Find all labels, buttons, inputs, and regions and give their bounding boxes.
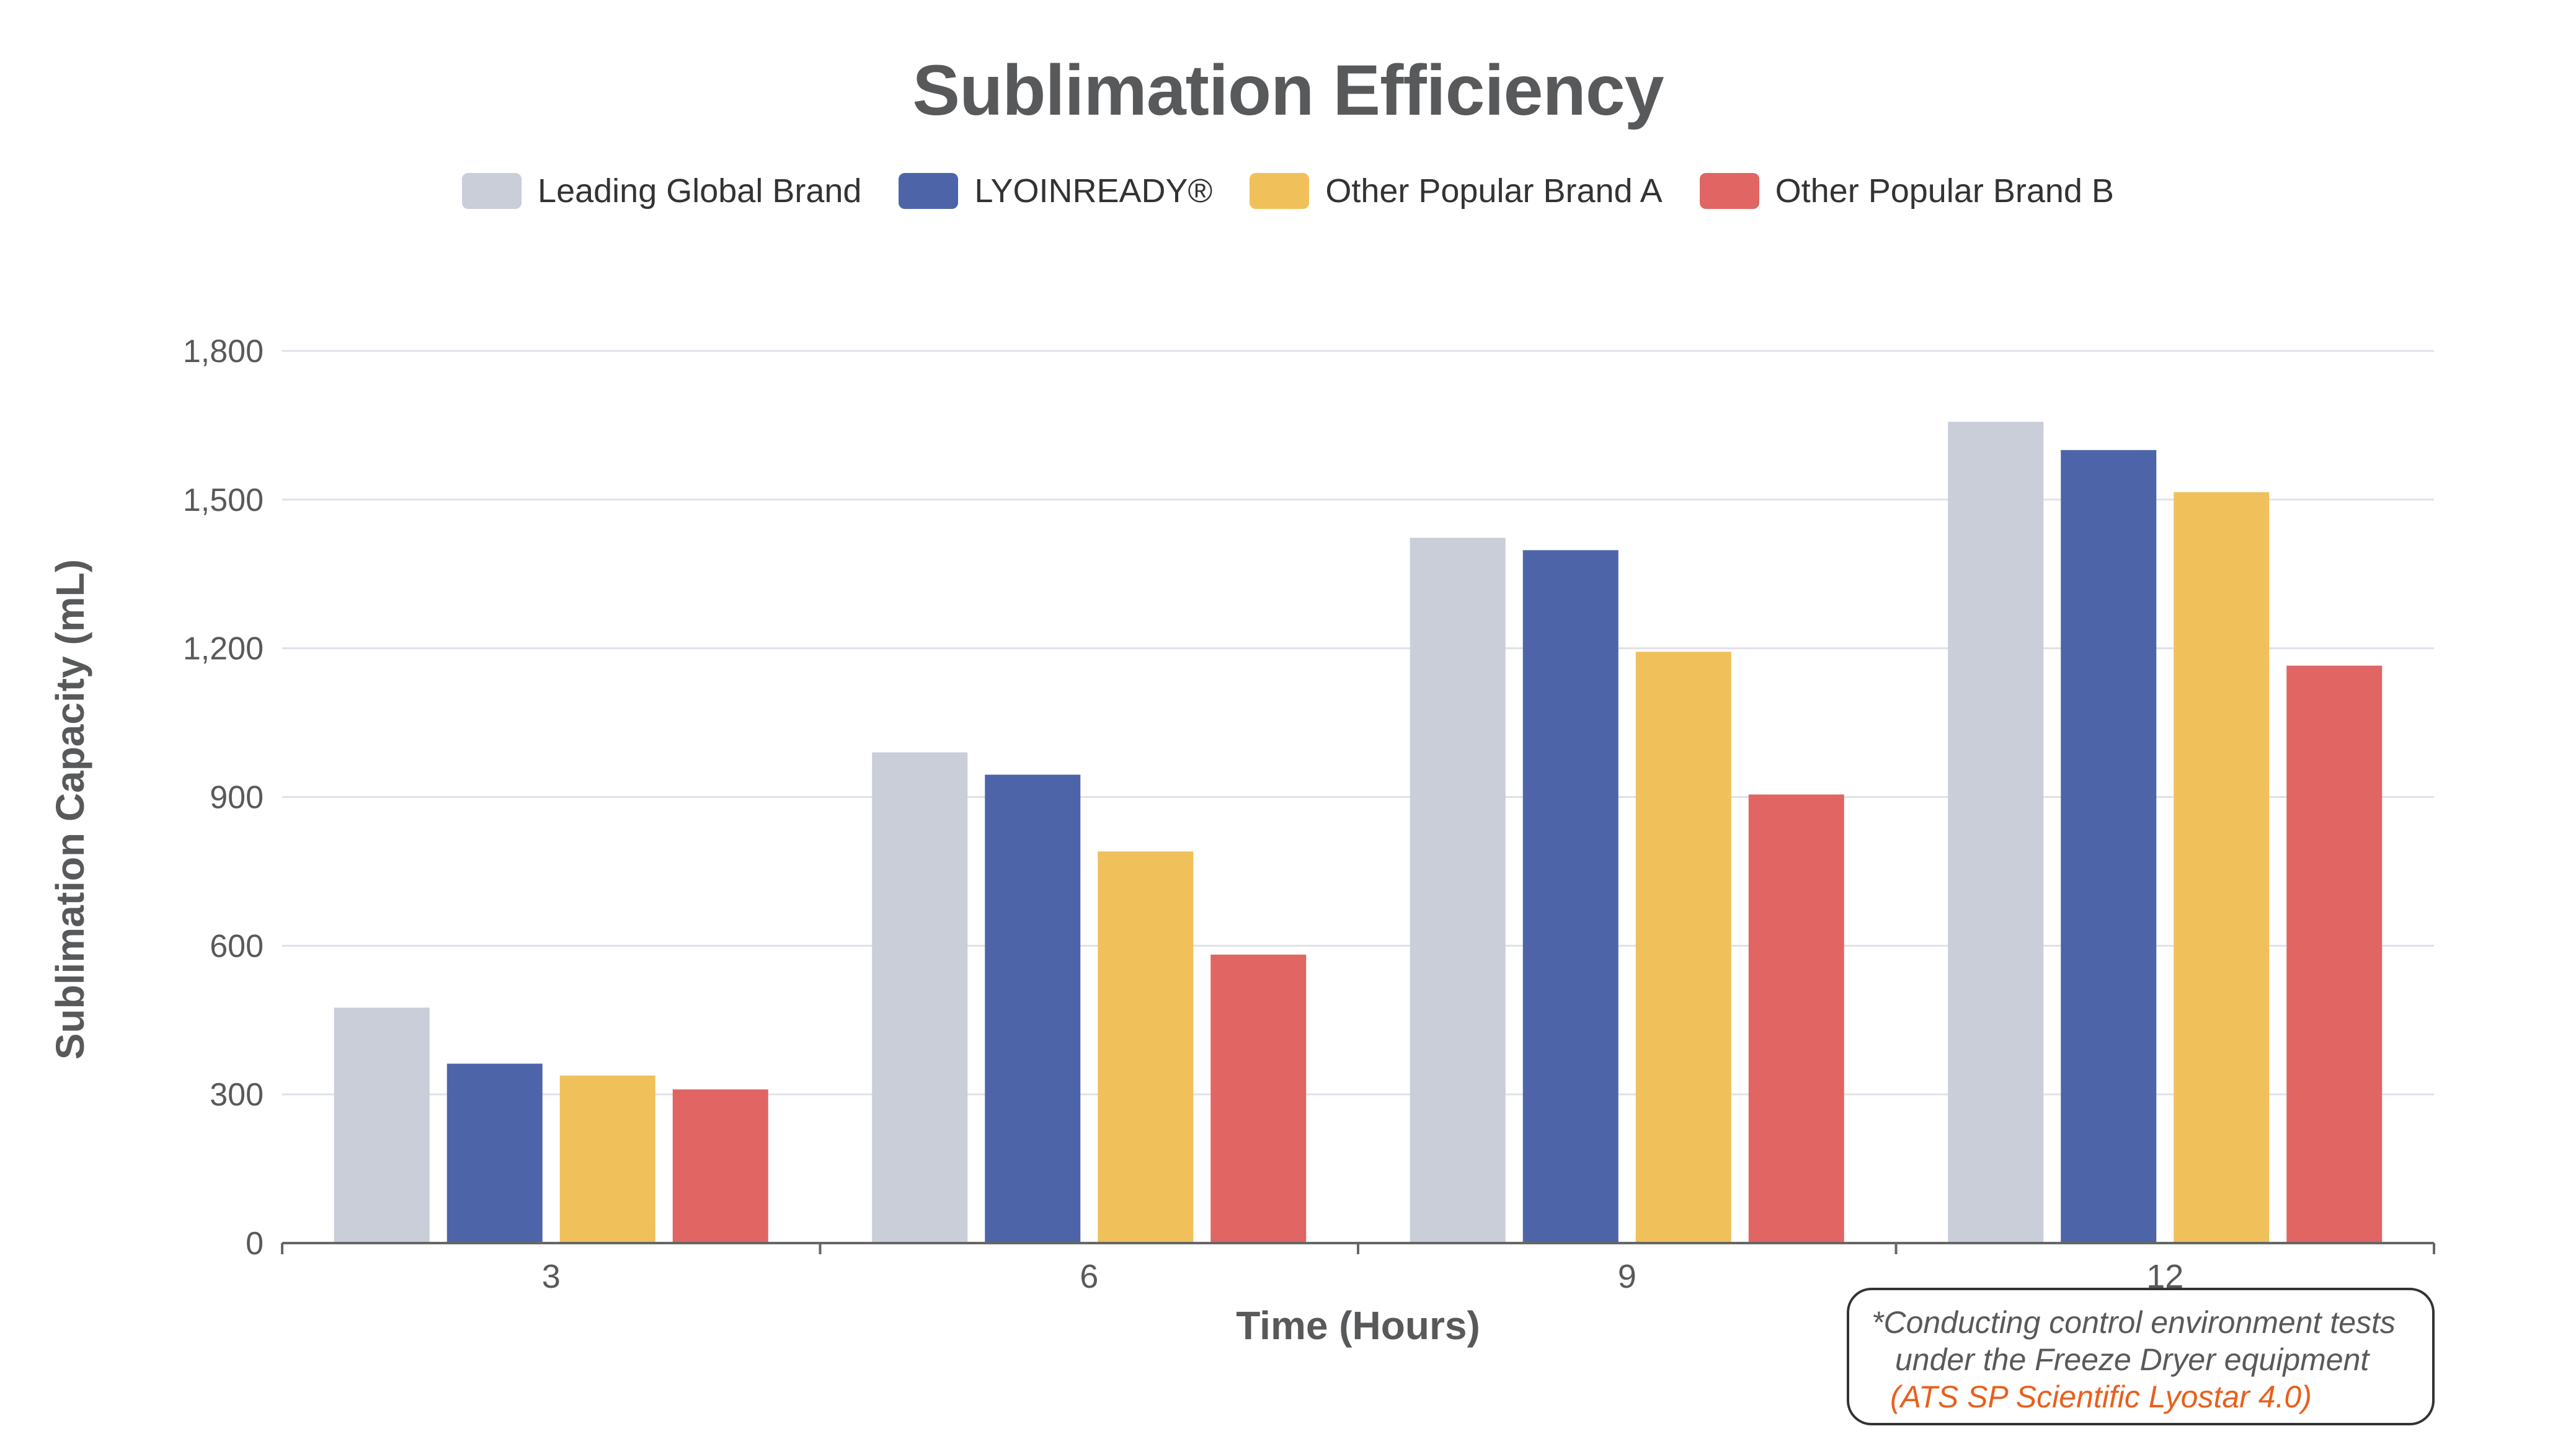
y-tick-label: 1,500	[183, 482, 264, 518]
y-tick-label: 600	[210, 928, 264, 964]
bar	[1748, 794, 1844, 1243]
chart-title: Sublimation Efficiency	[912, 51, 1664, 130]
bar	[1522, 550, 1619, 1243]
x-axis-title: Time (Hours)	[1236, 1303, 1480, 1348]
bar	[1635, 652, 1731, 1243]
bar	[2286, 665, 2383, 1243]
y-tick-label: 0	[246, 1226, 264, 1262]
legend-label: Leading Global Brand	[538, 172, 862, 210]
y-tick-label: 1,200	[183, 631, 264, 667]
note-line: *Conducting control environment tests	[1872, 1305, 2396, 1340]
bar	[334, 1007, 430, 1243]
bar	[1948, 422, 2044, 1243]
bar	[446, 1063, 543, 1243]
bar	[672, 1089, 768, 1243]
legend-item-other-popular-brand-b[interactable]: Other Popular Brand B	[1699, 172, 2114, 210]
y-axis-title: Sublimation Capacity (mL)	[48, 559, 92, 1060]
legend-swatch	[1699, 173, 1759, 209]
y-tick-label: 900	[210, 780, 264, 816]
legend-swatch	[1250, 173, 1310, 209]
legend-item-lyoinready[interactable]: LYOINREADY®	[899, 172, 1212, 210]
bar	[872, 752, 968, 1243]
test-conditions-note: *Conducting control environment tests un…	[1847, 1288, 2435, 1425]
bar	[1098, 851, 1194, 1243]
x-tick-label: 6	[1080, 1258, 1098, 1295]
bar	[2174, 492, 2270, 1243]
legend-item-other-popular-brand-a[interactable]: Other Popular Brand A	[1250, 172, 1663, 210]
legend-swatch	[462, 173, 522, 209]
note-equipment-name: (ATS SP Scientific Lyostar 4.0)	[1890, 1379, 2312, 1414]
bar	[1210, 954, 1307, 1243]
x-tick-label: 9	[1618, 1258, 1637, 1295]
legend-label: Other Popular Brand A	[1325, 172, 1663, 210]
chart-legend: Leading Global Brand LYOINREADY® Other P…	[0, 166, 2576, 216]
bar	[1410, 538, 1506, 1243]
legend-label: LYOINREADY®	[974, 172, 1213, 210]
x-tick-label: 3	[542, 1258, 561, 1295]
bar	[559, 1075, 655, 1243]
note-line: under the Freeze Dryer equipment	[1895, 1342, 2369, 1377]
legend-label: Other Popular Brand B	[1775, 172, 2114, 210]
bar	[985, 774, 1081, 1243]
legend-swatch	[899, 173, 959, 209]
bar	[2061, 449, 2157, 1243]
y-tick-label: 1,800	[183, 334, 264, 370]
legend-item-leading-global-brand[interactable]: Leading Global Brand	[462, 172, 861, 210]
y-tick-label: 300	[210, 1077, 264, 1113]
